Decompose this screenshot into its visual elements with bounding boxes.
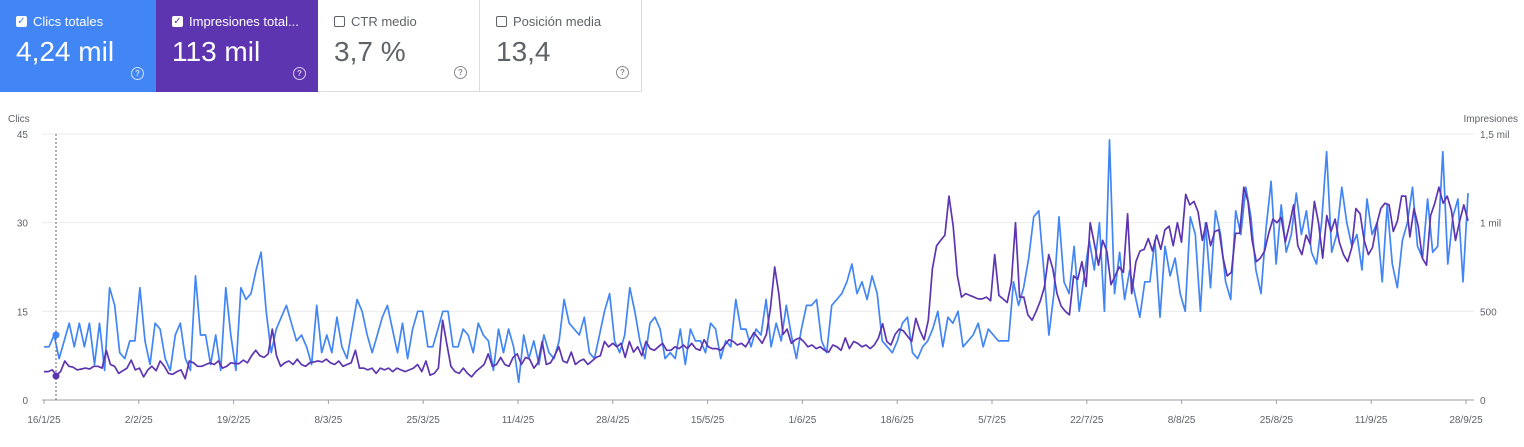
metric-cards: ✓ Clics totales 4,24 mil ? ✓ Impresiones… xyxy=(0,0,642,92)
average-position-card[interactable]: Posición media 13,4 ? xyxy=(480,0,642,92)
y-left-axis-title: Clics xyxy=(8,114,30,125)
total-clicks-label: Clics totales xyxy=(33,14,104,29)
y-left-tick-label: 45 xyxy=(17,130,29,141)
checkbox-checked-icon[interactable]: ✓ xyxy=(172,15,183,27)
help-icon[interactable]: ? xyxy=(293,67,306,80)
x-tick-label: 25/3/25 xyxy=(407,415,441,426)
average-ctr-header: CTR medio xyxy=(334,14,463,29)
help-icon[interactable]: ? xyxy=(131,67,144,80)
x-tick-label: 18/6/25 xyxy=(881,415,915,426)
y-left-tick-label: 15 xyxy=(17,307,29,318)
x-tick-label: 5/7/25 xyxy=(978,415,1006,426)
x-tick-label: 1/6/25 xyxy=(788,415,816,426)
x-tick-label: 2/2/25 xyxy=(125,415,153,426)
average-position-label: Posición media xyxy=(513,14,602,29)
total-clicks-header: ✓ Clics totales xyxy=(16,14,140,29)
x-tick-label: 19/2/25 xyxy=(217,415,251,426)
performance-chart[interactable]: 0 0 15 500 30 1 mil 45 1,5 mil Clics Impresiones 1… xyxy=(0,100,1524,447)
total-impressions-header: ✓ Impresiones total... xyxy=(172,14,302,29)
y-right-tick-label: 500 xyxy=(1480,307,1497,318)
y-right-axis-title: Impresiones xyxy=(1464,114,1518,125)
x-tick-label: 15/5/25 xyxy=(691,415,725,426)
help-icon[interactable]: ? xyxy=(616,66,629,79)
series-line-clics xyxy=(44,139,1469,384)
help-icon[interactable]: ? xyxy=(454,66,467,79)
average-ctr-card[interactable]: CTR medio 3,7 % ? xyxy=(318,0,480,92)
y-right-tick-label: 1 mil xyxy=(1480,219,1501,230)
checkbox-unchecked-icon[interactable] xyxy=(496,16,507,27)
hover-point-clicks xyxy=(52,331,60,339)
x-tick-label: 11/4/25 xyxy=(502,415,535,426)
x-tick-label: 11/9/25 xyxy=(1355,415,1388,426)
average-position-header: Posición media xyxy=(496,14,625,29)
x-tick-label: 8/8/25 xyxy=(1168,415,1196,426)
total-impressions-label: Impresiones total... xyxy=(189,14,299,29)
y-right-tick-label: 0 xyxy=(1480,396,1486,407)
checkbox-checked-icon[interactable]: ✓ xyxy=(16,15,27,27)
total-impressions-card[interactable]: ✓ Impresiones total... 113 mil ? xyxy=(156,0,318,92)
total-impressions-value: 113 mil xyxy=(172,36,261,67)
checkbox-unchecked-icon[interactable] xyxy=(334,16,345,27)
average-ctr-label: CTR medio xyxy=(351,14,417,29)
y-left-tick-label: 0 xyxy=(22,396,28,407)
total-clicks-card[interactable]: ✓ Clics totales 4,24 mil ? xyxy=(0,0,156,92)
y-right-tick-label: 1,5 mil xyxy=(1480,130,1509,141)
x-tick-label: 22/7/25 xyxy=(1070,415,1104,426)
hover-point-impressions xyxy=(52,372,60,380)
series-line-impresiones xyxy=(44,186,1469,380)
x-tick-label: 16/1/25 xyxy=(27,415,61,426)
x-tick-label: 25/8/25 xyxy=(1260,415,1294,426)
y-left-tick-label: 30 xyxy=(17,219,29,230)
average-ctr-value: 3,7 % xyxy=(334,36,406,67)
average-position-value: 13,4 xyxy=(496,36,551,67)
x-tick-label: 28/4/25 xyxy=(596,415,630,426)
total-clicks-value: 4,24 mil xyxy=(16,36,115,67)
x-tick-label: 28/9/25 xyxy=(1449,415,1483,426)
x-tick-label: 8/3/25 xyxy=(314,415,342,426)
